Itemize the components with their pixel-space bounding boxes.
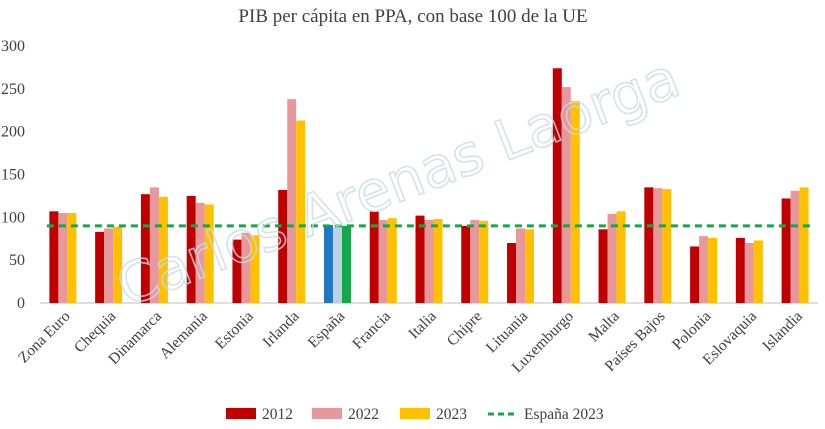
bar-2023-malta xyxy=(616,211,626,303)
bar-2022-luxemburgo xyxy=(561,87,571,304)
bar-2023-irlanda xyxy=(296,120,306,303)
bar-2022-polonia xyxy=(699,236,709,303)
bar-2023-italia xyxy=(433,219,443,303)
bar-2012-chipre xyxy=(461,225,471,303)
x-tick-label: Chipre xyxy=(444,308,486,350)
bar-2022-alemania xyxy=(195,202,205,303)
bar-2023-países-bajos xyxy=(662,189,672,303)
bar-2012-luxemburgo xyxy=(552,68,562,303)
x-tick-label: Alemania xyxy=(156,308,211,363)
bar-2022-francia xyxy=(378,219,388,303)
bar-2023-eslovaquia xyxy=(753,240,763,303)
bar-2012-lituania xyxy=(507,243,517,303)
y-tick-label: 0 xyxy=(17,295,25,312)
y-tick-label: 300 xyxy=(1,38,25,55)
bars xyxy=(49,68,809,304)
x-tick-label: Francia xyxy=(349,308,394,353)
bar-2022-irlanda xyxy=(287,99,297,303)
bar-2022-italia xyxy=(424,219,434,303)
bar-2012-dinamarca xyxy=(140,194,150,303)
x-tick-label: Islandia xyxy=(759,308,806,355)
x-tick-label: Irlanda xyxy=(259,308,302,351)
bar-2022-españa xyxy=(332,227,342,303)
bar-2012-italia xyxy=(415,215,425,303)
bar-2023-polonia xyxy=(708,237,718,303)
bar-2023-zona-euro xyxy=(67,213,77,303)
y-axis-ticks: 0 50 100 150 200 250 300 xyxy=(1,38,25,312)
bar-2022-eslovaquia xyxy=(744,243,754,303)
y-tick-label: 150 xyxy=(1,167,25,184)
bar-2023-dinamarca xyxy=(158,196,168,303)
y-tick-label: 200 xyxy=(1,124,25,141)
bar-2023-francia xyxy=(387,218,397,303)
bar-2012-zona-euro xyxy=(49,211,59,303)
bar-2023-lituania xyxy=(525,229,535,303)
bar-2012-españa xyxy=(323,225,333,303)
legend-label-reference: España 2023 xyxy=(524,406,604,423)
legend: 2012 2022 2023 España 2023 xyxy=(226,406,604,423)
bar-2022-países-bajos xyxy=(653,188,663,303)
legend-swatch-2012 xyxy=(226,408,256,419)
bar-2012-chequia xyxy=(95,231,105,303)
bar-2012-polonia xyxy=(690,246,700,303)
x-tick-label: Malta xyxy=(585,308,623,346)
x-tick-label: Estonia xyxy=(212,308,257,353)
legend-label-2023: 2023 xyxy=(436,406,467,423)
x-tick-label: Polonia xyxy=(669,308,715,354)
bar-2022-chipre xyxy=(470,219,480,303)
chart-title: PIB per cápita en PPA, con base 100 de l… xyxy=(238,6,587,27)
bar-2012-islandia xyxy=(781,198,791,303)
bar-2012-estonia xyxy=(232,239,242,303)
bar-2023-estonia xyxy=(250,235,260,303)
y-tick-label: 250 xyxy=(1,81,25,98)
x-tick-label: Zona Euro xyxy=(15,308,74,367)
bar-2012-eslovaquia xyxy=(735,237,745,303)
bar-2012-malta xyxy=(598,229,608,303)
bar-2023-islandia xyxy=(799,187,809,303)
bar-2012-francia xyxy=(369,211,379,303)
bar-2022-chequia xyxy=(104,228,114,303)
bar-2023-chipre xyxy=(479,220,489,303)
bar-2022-zona-euro xyxy=(58,213,68,303)
bar-2023-españa xyxy=(341,225,351,303)
y-tick-label: 50 xyxy=(9,252,25,269)
legend-label-2012: 2012 xyxy=(262,406,293,423)
bar-2022-dinamarca xyxy=(149,187,159,303)
bar-2022-lituania xyxy=(516,228,526,303)
bar-2023-chequia xyxy=(113,226,123,303)
bar-2022-estonia xyxy=(241,232,251,303)
x-tick-label: Italia xyxy=(405,308,440,343)
bar-2012-alemania xyxy=(186,195,196,303)
legend-label-2022: 2022 xyxy=(348,406,379,423)
bar-2012-países-bajos xyxy=(644,187,654,303)
bar-2022-malta xyxy=(607,213,617,303)
bar-2022-islandia xyxy=(790,190,800,303)
bar-2023-alemania xyxy=(204,204,214,303)
legend-swatch-2023 xyxy=(400,408,430,419)
bar-2012-irlanda xyxy=(278,189,288,303)
y-tick-label: 100 xyxy=(1,209,25,226)
bar-2023-luxemburgo xyxy=(570,100,580,304)
x-tick-label: España xyxy=(305,308,349,352)
legend-swatch-2022 xyxy=(312,408,342,419)
